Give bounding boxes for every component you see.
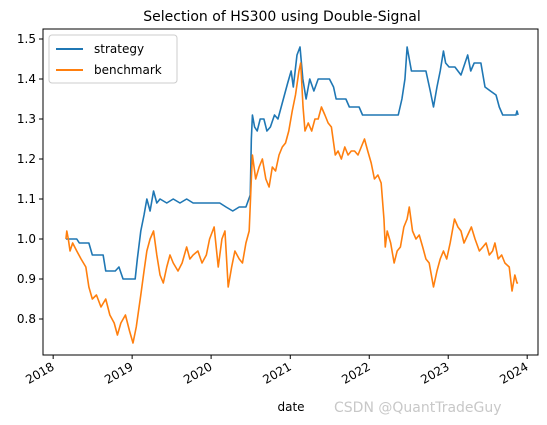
y-tick-label: 1.4 (17, 72, 36, 86)
series-line-strategy (65, 46, 519, 280)
x-axis-label: date (277, 400, 304, 414)
legend-label-benchmark: benchmark (94, 63, 162, 77)
legend: strategy benchmark (48, 34, 178, 84)
y-tick-label: 1.5 (17, 32, 36, 46)
y-tick-label: 0.9 (17, 272, 36, 286)
y-tick-label: 1.0 (17, 232, 36, 246)
y-axis: 0.8 0.9 1.0 1.1 1.2 1.3 1.4 1.5 (17, 32, 43, 326)
series-layer (65, 46, 519, 344)
legend-label-strategy: strategy (94, 42, 144, 56)
y-tick-label: 1.2 (17, 152, 36, 166)
series-line-benchmark (65, 62, 519, 344)
chart-title: Selection of HS300 using Double-Signal (143, 9, 420, 25)
y-tick-label: 1.3 (17, 112, 36, 126)
watermark: CSDN @QuantTradeGuy (334, 400, 502, 416)
y-tick-label: 1.1 (17, 192, 36, 206)
y-tick-label: 0.8 (17, 312, 36, 326)
